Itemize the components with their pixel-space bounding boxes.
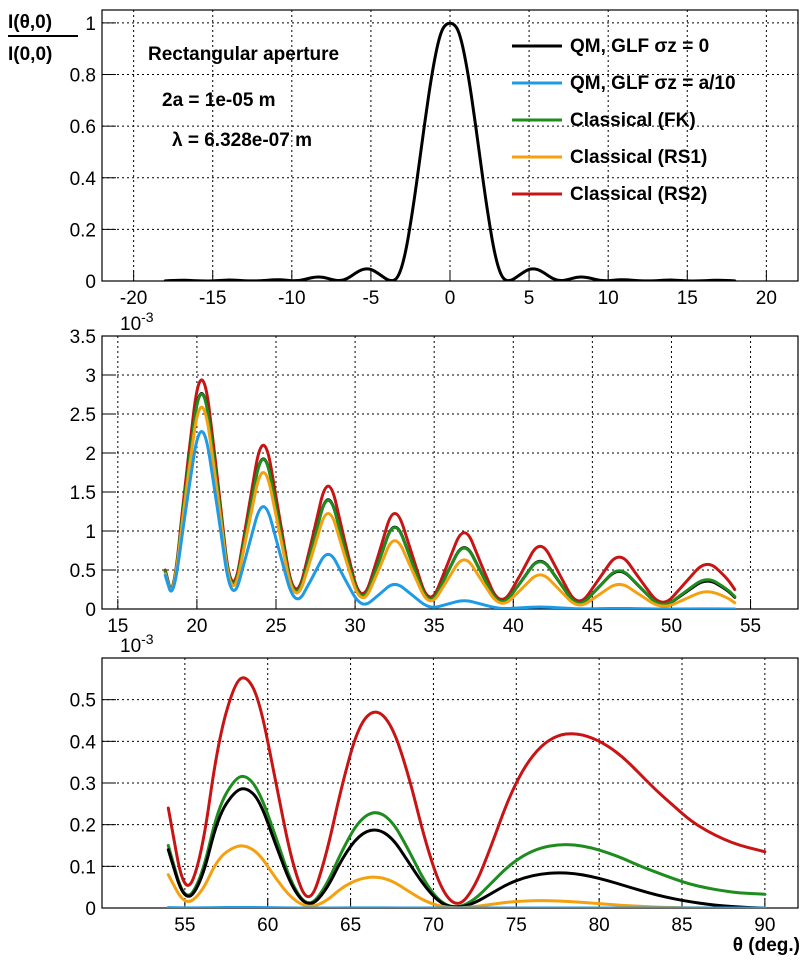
x-tick-label: -5 xyxy=(362,288,379,309)
series-line-fk xyxy=(163,392,737,606)
y-tick-label: 0 xyxy=(85,272,96,293)
y-tick-label: 0.5 xyxy=(70,691,96,712)
annotation-aperture-width: 2a = 1e-05 m xyxy=(162,90,276,111)
series-line-qm10 xyxy=(166,906,767,908)
x-tick-label: 90 xyxy=(754,915,775,936)
y-tick-label: 0.2 xyxy=(70,816,96,837)
legend: QM, GLF σz = 0 QM, GLF σz = a/10 Classical… xyxy=(512,36,736,205)
plot-frame xyxy=(101,335,799,610)
x-tick-label: 20 xyxy=(756,288,777,309)
x-tick-label: -20 xyxy=(120,288,147,309)
x-tick-label: 35 xyxy=(424,616,445,637)
y-tick-label: 0.3 xyxy=(70,774,96,795)
annotation-wavelength: λ = 6.328e-07 m xyxy=(172,130,312,151)
series-line-rs2 xyxy=(166,676,767,905)
x-tick-label: 55 xyxy=(740,616,761,637)
y-tick-label: 0.5 xyxy=(70,561,96,582)
y-label-denominator: I(0,0) xyxy=(8,44,52,65)
y-tick-label: 0.8 xyxy=(70,66,96,87)
annotation-title: Rectangular aperture xyxy=(148,44,339,65)
panel-full: -20 -15 -10 -5 0 5 10 15 20 0 0.2 0.4 0.6 0.8 1 xyxy=(70,9,799,309)
x-tick-label: 55 xyxy=(174,915,195,936)
x-tick-label: 80 xyxy=(589,915,610,936)
legend-label-fk: Classical (FK) xyxy=(570,110,696,131)
x-tick-label: 70 xyxy=(423,915,444,936)
y-exponent-label: 10-3 xyxy=(120,309,154,335)
panel-middle: 15 20 25 30 35 40 45 50 55 0 0.5 1 1.5 2 2.5 3 3.5 10-3 xyxy=(70,309,799,637)
series-line-qm10 xyxy=(163,430,737,609)
legend-label-qm10: QM, GLF σz = a/10 xyxy=(570,73,736,94)
x-tick-label: 15 xyxy=(677,288,698,309)
x-axis-title: θ (deg.) xyxy=(733,935,800,956)
x-tick-label: 60 xyxy=(257,915,278,936)
x-tick-label: 15 xyxy=(107,616,128,637)
x-tick-label: 65 xyxy=(340,915,361,936)
x-tick-label: 30 xyxy=(345,616,366,637)
y-tick-label: 0.4 xyxy=(70,169,97,190)
x-tick-label: 40 xyxy=(503,616,524,637)
x-tick-label: 0 xyxy=(445,288,456,309)
x-tick-label: 5 xyxy=(524,288,535,309)
y-tick-label: 3.5 xyxy=(70,327,96,348)
series-line-qm0 xyxy=(163,21,737,281)
y-tick-label: 0 xyxy=(85,600,96,621)
x-tick-label: 10 xyxy=(598,288,619,309)
x-tick-label: 20 xyxy=(186,616,207,637)
y-tick-label: 0 xyxy=(85,899,96,920)
legend-label-rs2: Classical (RS2) xyxy=(570,184,707,205)
legend-label-rs1: Classical (RS1) xyxy=(570,147,707,168)
x-tick-label: 85 xyxy=(671,915,692,936)
x-tick-label: 50 xyxy=(661,616,682,637)
y-tick-label: 0.1 xyxy=(70,857,96,878)
y-tick-label: 3 xyxy=(85,366,96,387)
x-tick-label: -10 xyxy=(278,288,305,309)
y-tick-label: 1 xyxy=(85,14,96,35)
y-tick-label: 1 xyxy=(85,522,96,543)
y-tick-label: 2.5 xyxy=(70,405,96,426)
legend-label-qm0: QM, GLF σz = 0 xyxy=(570,36,709,57)
x-tick-label: 75 xyxy=(506,915,527,936)
series-line-fk xyxy=(166,774,767,908)
x-tick-label: -15 xyxy=(199,288,226,309)
y-tick-label: 0.2 xyxy=(70,220,96,241)
y-tick-label: 0.4 xyxy=(70,732,97,753)
y-tick-label: 2 xyxy=(85,444,96,465)
x-tick-label: 45 xyxy=(582,616,603,637)
y-tick-label: 0.6 xyxy=(70,117,96,138)
y-tick-label: 1.5 xyxy=(70,483,96,504)
y-label-numerator: I(θ,0) xyxy=(8,12,52,33)
x-tick-label: 25 xyxy=(265,616,286,637)
